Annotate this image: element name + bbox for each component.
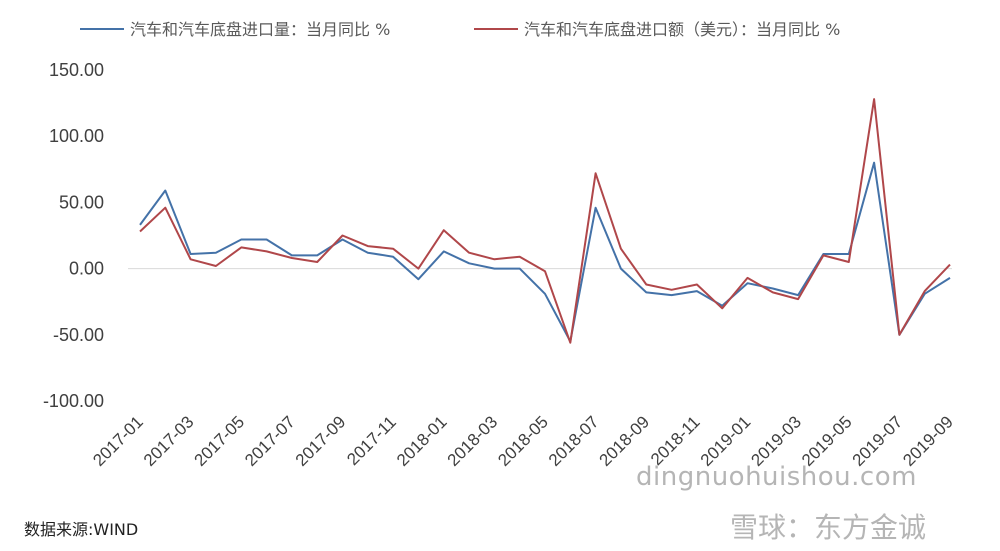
watermark-site: dingnuohuishou.com — [636, 462, 917, 492]
y-tick-label: -50.00 — [53, 325, 104, 345]
x-tick-label: 2018-03 — [444, 412, 502, 470]
x-tick-label: 2018-05 — [494, 412, 552, 470]
x-axis: 2017-012017-032017-052017-072017-092017-… — [89, 268, 957, 470]
y-tick-label: -100.00 — [43, 391, 104, 411]
x-tick-label: 2017-11 — [343, 412, 400, 469]
series-line-2 — [139, 98, 951, 344]
x-tick-label: 2017-03 — [140, 412, 198, 470]
y-tick-label: 50.00 — [59, 192, 104, 212]
y-tick-label: 150.00 — [49, 60, 104, 80]
series-line-1 — [139, 161, 951, 343]
x-tick-label: 2018-11 — [647, 412, 704, 469]
legend: 汽车和汽车底盘进口量：当月同比 % 汽车和汽车底盘进口额（美元）：当月同比 % — [80, 20, 840, 39]
data-source: 数据来源:WIND — [24, 520, 139, 539]
x-tick-label: 2018-01 — [393, 412, 451, 470]
x-tick-label: 2018-07 — [545, 412, 603, 470]
y-axis: 150.00 100.00 50.00 0.00 -50.00 -100.00 — [43, 60, 104, 411]
x-tick-label: 2017-09 — [292, 412, 350, 470]
legend-label-1: 汽车和汽车底盘进口量：当月同比 % — [130, 20, 390, 39]
y-tick-label: 100.00 — [49, 126, 104, 146]
legend-label-2: 汽车和汽车底盘进口额（美元）：当月同比 % — [524, 20, 840, 39]
x-tick-label: 2017-07 — [241, 412, 299, 470]
x-tick-label: 2017-05 — [191, 412, 249, 470]
y-tick-label: 0.00 — [69, 259, 104, 279]
plot-area — [139, 98, 951, 344]
x-tick-label: 2017-01 — [89, 412, 147, 470]
watermark-brand: 雪球：东方金诚 — [730, 511, 927, 544]
